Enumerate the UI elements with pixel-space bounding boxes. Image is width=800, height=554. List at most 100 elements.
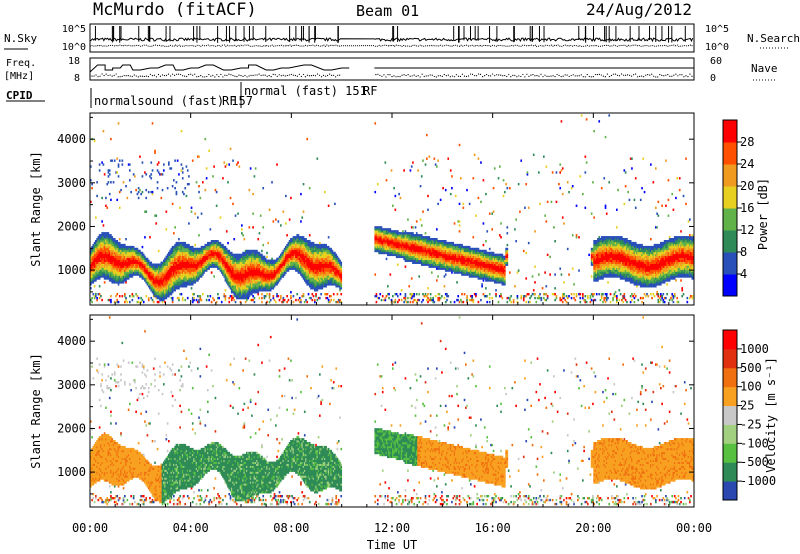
power-cell xyxy=(311,259,314,262)
power-cell xyxy=(390,245,393,249)
power-cell xyxy=(230,283,233,286)
power-cell xyxy=(195,273,198,276)
power-cell xyxy=(325,251,327,255)
power-cell xyxy=(210,300,213,304)
power-cell xyxy=(118,249,121,253)
power-cell xyxy=(130,263,132,266)
power-cell xyxy=(339,285,341,288)
power-cell xyxy=(332,275,335,278)
power-cell xyxy=(96,275,98,278)
power-cell xyxy=(218,261,220,264)
power-cell xyxy=(191,283,194,286)
power-cell xyxy=(311,298,314,302)
power-cell xyxy=(389,234,392,237)
power-cell xyxy=(310,279,312,282)
power-cell xyxy=(262,273,265,276)
power-cell xyxy=(161,281,164,284)
power-cell xyxy=(150,265,153,268)
power-cell xyxy=(264,273,267,276)
power-cell xyxy=(261,285,263,288)
power-cell xyxy=(120,261,122,264)
power-cell xyxy=(320,263,322,266)
power-cell xyxy=(223,253,226,257)
power-cell xyxy=(394,249,397,253)
power-cell xyxy=(112,257,115,261)
power-cell xyxy=(183,192,185,196)
power-cell xyxy=(264,279,267,282)
power-cell xyxy=(173,261,175,264)
power-cell xyxy=(384,298,387,302)
power-cell xyxy=(322,243,325,247)
power-cell xyxy=(122,253,125,257)
power-cell xyxy=(237,273,239,276)
power-cell xyxy=(181,167,184,170)
power-cell xyxy=(105,277,107,280)
power-cell xyxy=(319,249,321,253)
power-cell xyxy=(225,255,228,259)
power-cell xyxy=(176,265,179,268)
nave-point xyxy=(318,74,321,76)
power-cell xyxy=(311,261,314,264)
freq-tick-bottom: 8 xyxy=(74,73,80,84)
power-cell xyxy=(247,263,249,266)
power-cell xyxy=(302,251,305,255)
power-cell xyxy=(202,271,204,274)
power-cell xyxy=(388,241,390,245)
power-cell xyxy=(261,273,263,276)
power-cell xyxy=(199,263,202,266)
power-cell xyxy=(312,265,315,268)
power-cell xyxy=(223,161,226,164)
power-cell xyxy=(147,261,150,264)
nave-point xyxy=(186,75,188,78)
power-cell xyxy=(292,243,295,247)
power-cell xyxy=(165,259,168,262)
power-cell xyxy=(378,230,380,233)
power-cell xyxy=(307,267,310,270)
power-cell xyxy=(124,275,126,278)
power-cell xyxy=(280,296,282,300)
power-cell xyxy=(146,263,149,266)
power-cell xyxy=(159,173,161,176)
power-cell xyxy=(168,163,170,166)
power-cell xyxy=(376,249,379,253)
nave-point xyxy=(510,76,512,78)
power-cell xyxy=(173,287,175,290)
power-cell xyxy=(160,293,163,296)
power-cell xyxy=(208,265,210,268)
power-cell xyxy=(91,279,93,282)
power-cell xyxy=(160,289,163,292)
power-cell xyxy=(236,275,238,278)
nave-point xyxy=(598,73,600,75)
nave-point xyxy=(258,73,260,75)
power-cell xyxy=(295,240,297,243)
power-cell xyxy=(336,300,339,304)
power-cell xyxy=(311,263,314,266)
nave-point xyxy=(407,74,409,76)
power-cell xyxy=(238,273,241,276)
power-cell xyxy=(194,261,197,264)
power-cell xyxy=(108,253,111,257)
power-cell xyxy=(213,251,215,255)
power-cell xyxy=(375,238,378,241)
power-cell xyxy=(259,281,262,284)
power-cell xyxy=(228,296,231,300)
nave-point xyxy=(473,75,476,77)
nave-point xyxy=(139,75,141,77)
power-cell xyxy=(180,251,183,255)
power-cell xyxy=(390,234,393,237)
power-cell xyxy=(228,285,231,288)
power-cell xyxy=(380,236,383,239)
power-cell xyxy=(193,253,195,257)
power-cell xyxy=(271,279,273,282)
power-cell xyxy=(257,261,260,264)
nave-point xyxy=(614,73,617,75)
power-cell xyxy=(121,253,124,257)
power-cell xyxy=(302,261,305,264)
power-cell xyxy=(126,253,129,257)
power-cell xyxy=(93,241,96,245)
power-cell xyxy=(149,287,151,290)
power-cell xyxy=(204,247,207,251)
power-cell xyxy=(141,175,144,178)
power-cell xyxy=(209,295,212,298)
power-cell xyxy=(103,277,106,280)
